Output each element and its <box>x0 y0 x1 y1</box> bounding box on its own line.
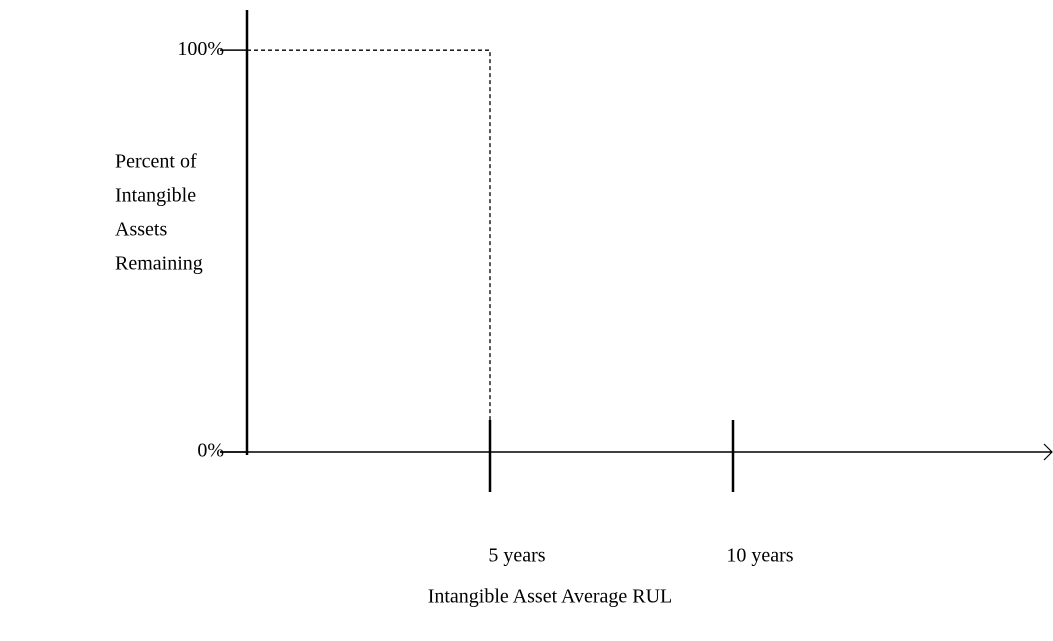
y-axis-label: Remaining <box>115 253 203 275</box>
y-tick-label: 0% <box>197 440 224 462</box>
x-axis-label: Intangible Asset Average RUL <box>428 586 673 608</box>
y-axis-label: Assets <box>115 219 167 241</box>
x-tick-label: 10 years <box>726 545 793 567</box>
series-line <box>247 49 491 452</box>
x-axis-arrow <box>1043 443 1053 461</box>
y-axis-label: Intangible <box>115 185 196 207</box>
x-tick-label: 5 years <box>488 545 545 567</box>
y-tick-label: 100% <box>177 38 224 60</box>
y-axis-label: Percent of <box>115 151 197 173</box>
